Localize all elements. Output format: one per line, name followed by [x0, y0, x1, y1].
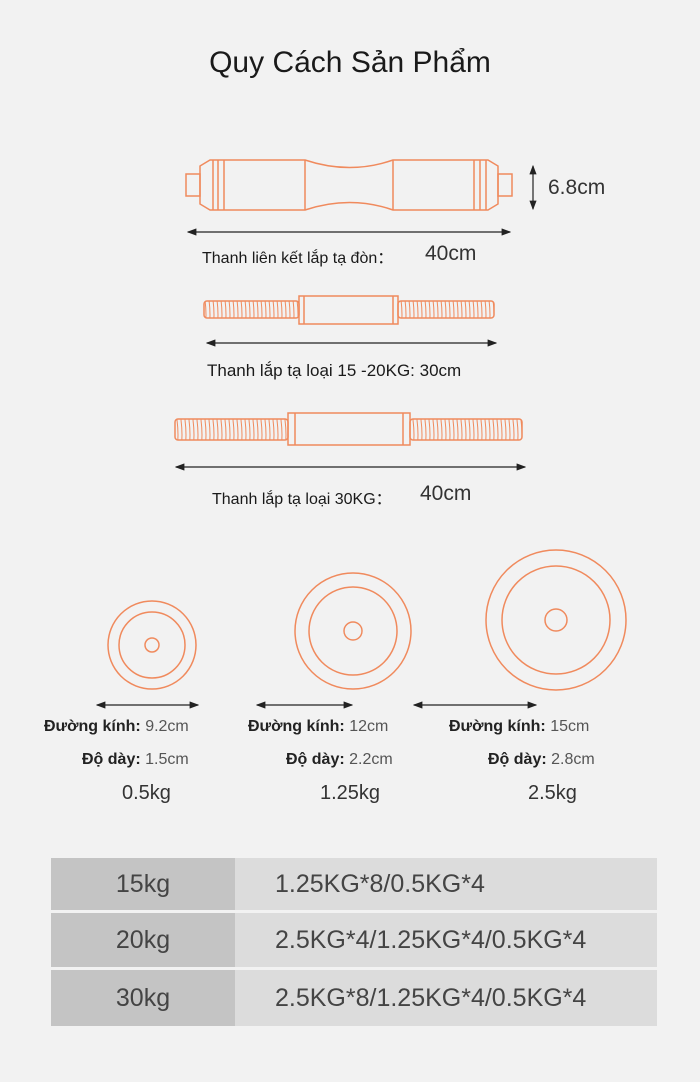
plate-2-5kg-drawing [485, 549, 627, 691]
plate-diameter: Đường kính: 9.2cm [44, 718, 189, 735]
plate-0-5kg-drawing [107, 600, 197, 690]
connector-bar-drawing [185, 159, 513, 211]
table-row: 20kg 2.5KG*4/1.25KG*4/0.5KG*4 [51, 913, 657, 967]
plate-weight: 1.25kg [320, 782, 381, 804]
plate-weight: 0.5kg [122, 782, 171, 804]
table-row: 15kg 1.25KG*8/0.5KG*4 [51, 858, 657, 910]
bar-label: Thanh lắp tạ loại 15 -20KG: 30cm [207, 361, 462, 380]
table-row: 30kg 2.5KG*8/1.25KG*4/0.5KG*4 [51, 970, 657, 1026]
plate-thickness: Độ dày: 1.5cm [82, 751, 189, 768]
bar-label: Thanh lắp tạ loại 30KG： [212, 491, 392, 508]
set-weight-cell: 20kg [51, 913, 235, 967]
bar-height-label: 6.8cm [548, 176, 606, 199]
set-weight-cell: 30kg [51, 970, 235, 1026]
bar-label: Thanh liên kết lắp tạ đòn： [202, 250, 394, 267]
bar-15-20kg-drawing [203, 295, 495, 325]
page-title: Quy Cách Sản Phẩm [209, 46, 491, 79]
bar-30kg-drawing [174, 412, 523, 446]
set-weight-cell: 15kg [51, 858, 235, 910]
plate-weight: 2.5kg [528, 782, 577, 804]
composition-cell: 2.5KG*4/1.25KG*4/0.5KG*4 [235, 913, 657, 967]
composition-cell: 1.25KG*8/0.5KG*4 [235, 858, 657, 910]
plate-diameter: Đường kính: 15cm [449, 718, 590, 735]
plate-1-25kg-drawing [294, 572, 412, 690]
plate-diameter: Đường kính: 12cm [248, 718, 389, 735]
bar-length: 40cm [420, 482, 472, 505]
plate-thickness: Độ dày: 2.2cm [286, 751, 393, 768]
bar-length: 40cm [425, 242, 477, 265]
composition-cell: 2.5KG*8/1.25KG*4/0.5KG*4 [235, 970, 657, 1026]
plate-thickness: Độ dày: 2.8cm [488, 751, 595, 768]
